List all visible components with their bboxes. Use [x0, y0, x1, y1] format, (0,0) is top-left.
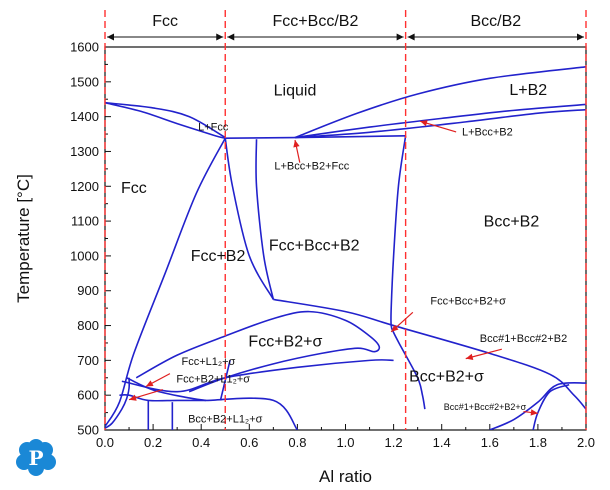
phase-boundary-bcc-right — [390, 135, 426, 410]
phase-boundary-peritectic-line — [225, 134, 406, 140]
y-tick-label: 1300 — [70, 144, 99, 159]
band-arrow-head-right — [577, 33, 584, 41]
band-arrow-head-left — [107, 33, 114, 41]
phase-boundary-b2-solvus-high — [294, 108, 586, 139]
phase-boundary-sigma-vertical — [219, 360, 231, 401]
y-tick-label: 1000 — [70, 248, 99, 263]
x-tick-label: 0.8 — [288, 435, 306, 450]
phase-boundary-solidus-left — [105, 101, 226, 139]
band-arrow-head-right — [216, 33, 224, 41]
band-arrow-head-right — [396, 33, 404, 41]
phase-boundary-liquidus-left — [105, 101, 226, 139]
phase-boundary-l12-left — [105, 377, 131, 429]
annotation-label: L+Bcc+B2+Fcc — [274, 161, 349, 173]
annotation-label: Fcc+Bcc+B2+σ — [430, 296, 506, 308]
phase-boundary-sigma-top — [273, 298, 586, 410]
annotation-label: Fcc+B2+L1₂+σ — [176, 374, 250, 386]
phase-boundary-fcc-b2-boundary — [224, 138, 275, 300]
region-label-liquid: Liquid — [274, 83, 317, 100]
y-tick-label: 700 — [77, 353, 99, 368]
region-label-fcc-bcc-b2: Fcc+Bcc+B2 — [269, 238, 360, 255]
band-label: Fcc+Bcc/B2 — [273, 13, 359, 30]
composition-band-layer: Fcc Fcc+Bcc/B2 Bcc/B2 — [107, 13, 584, 41]
annotation-arrow-head — [129, 394, 137, 401]
x-tick-label: 0.0 — [96, 435, 114, 450]
phase-boundary-layer — [105, 66, 586, 430]
region-label-fcc-b2: Fcc+B2 — [191, 248, 246, 265]
phase-boundary-sigma-lower — [121, 359, 394, 393]
axes-layer: 0.0 0.2 0.4 0.6 0.8 1.0 1.2 1.4 1.6 1.8 2.0 500 600 7… — [14, 40, 595, 487]
y-axis-title: Temperature [°C] — [14, 174, 33, 303]
annotation-arrow-head — [391, 324, 399, 332]
x-axis-title: Al ratio — [319, 467, 372, 486]
phase-boundary-sigma-dome — [135, 310, 381, 393]
y-tick-label: 1600 — [70, 40, 99, 55]
phase-boundary-liquidus-right-lower — [294, 103, 586, 139]
region-label-bcc-b2-l12: Bcc+B2+L1₂+σ — [188, 413, 263, 425]
x-tick-label: 1.6 — [481, 435, 499, 450]
y-tick-label: 900 — [77, 283, 99, 298]
band-label: Fcc — [152, 13, 178, 30]
y-tick-label: 800 — [77, 318, 99, 333]
x-tick-label: 1.2 — [385, 435, 403, 450]
y-tick-label: 600 — [77, 388, 99, 403]
annotation-label: Bcc#1+Bcc#2+B2+σ — [444, 402, 527, 412]
x-tick-label: 2.0 — [577, 435, 595, 450]
annotation-label: Fcc+L1₂+σ — [181, 356, 235, 368]
region-label-l-fcc: L+Fcc — [198, 122, 229, 134]
app-logo: P — [16, 439, 56, 476]
y-tick-label: 1200 — [70, 179, 99, 194]
annotation-arrow-head — [420, 120, 428, 127]
x-tick-label: 0.6 — [240, 435, 258, 450]
phase-boundary-bcc2-inner — [532, 383, 570, 430]
x-tick-label: 1.0 — [336, 435, 354, 450]
y-tick-label: 500 — [77, 423, 99, 438]
y-tick-label: 1400 — [70, 109, 99, 124]
phase-boundary-bcc-left — [255, 139, 275, 300]
band-label: Bcc/B2 — [470, 13, 521, 30]
logo-letter: P — [28, 446, 43, 470]
region-label-fcc: Fcc — [121, 180, 147, 197]
y-tick-label: 1500 — [70, 74, 99, 89]
annotation-arrow-head — [293, 139, 300, 148]
composition-marker-layer — [104, 10, 587, 430]
x-tick-label: 0.2 — [144, 435, 162, 450]
x-tick-label: 1.4 — [433, 435, 451, 450]
phase-boundary-liquidus-right-upper — [294, 66, 586, 139]
phase-boundary-bcc2-dome — [489, 381, 586, 430]
phase-boundary-fcc-solvus — [105, 137, 226, 427]
region-label-l-b2: L+B2 — [509, 82, 547, 99]
x-tick-label: 0.4 — [192, 435, 210, 450]
region-label-bcc-b2: Bcc+B2 — [484, 213, 540, 230]
y-tick-label: 1100 — [71, 214, 99, 229]
region-label-bcc-b2-sigma: Bcc+B2+σ — [409, 368, 484, 385]
region-label-fcc-b2-sigma: Fcc+B2+σ — [248, 333, 322, 350]
annotation-arrow-head — [530, 409, 538, 416]
phase-boundaries — [105, 66, 586, 430]
logo-center — [25, 447, 47, 469]
region-label-layer: Liquid L+B2 L+Fcc Fcc Fcc+B2 Fcc+Bcc+B2 Bcc+B2… — [121, 82, 547, 425]
annotation-layer: L+Bcc+B2+Fcc L+Bcc+B2 Fcc+Bcc+B2+σ Bcc#1+Bc… — [128, 120, 567, 416]
annotation-arrow-head — [465, 353, 474, 360]
band-arrow-head-left — [227, 33, 235, 41]
x-tick-label: 1.8 — [529, 435, 547, 450]
annotation-label: L+Bcc+B2 — [462, 126, 513, 138]
annotation-arrow-head — [145, 380, 154, 387]
annotation-label: Bcc#1+Bcc#2+B2 — [480, 333, 567, 345]
band-arrow-head-left — [407, 33, 415, 41]
